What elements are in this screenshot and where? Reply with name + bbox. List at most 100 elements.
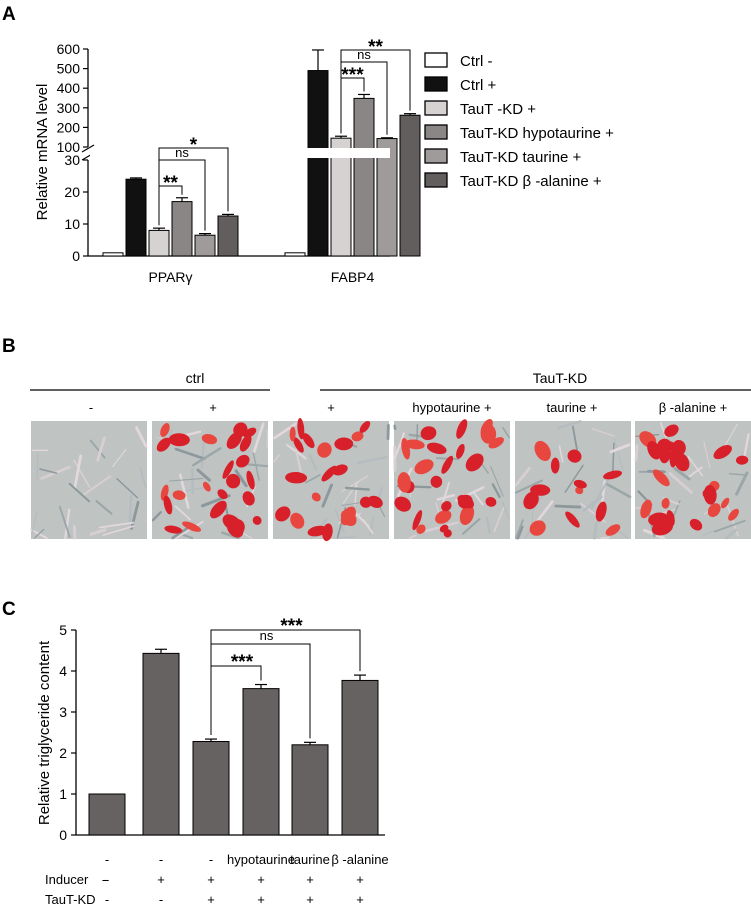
significance-label: ***: [280, 616, 303, 637]
lipid-droplet: [210, 500, 227, 519]
y-tick-label: 0: [59, 827, 67, 843]
cell-streak: [135, 426, 148, 448]
panel-b-letter: B: [2, 336, 16, 357]
cell-streak: [31, 511, 38, 535]
y-tick-label: 30: [64, 152, 80, 168]
cell-streak: [82, 475, 112, 496]
cell-streak: [399, 432, 405, 448]
cell-streak: [102, 525, 135, 536]
panel-c-letter: C: [2, 599, 16, 620]
lipid-droplet: [168, 433, 190, 447]
cell-streak: [234, 469, 248, 488]
lipid-droplet: [441, 455, 454, 474]
cell-streak: [728, 472, 748, 476]
lipid-droplet: [530, 484, 551, 496]
cell-streak: [436, 493, 456, 501]
cell-streak: [557, 420, 582, 429]
cell-streak: [362, 519, 374, 534]
lipid-droplet: [252, 516, 262, 525]
significance-label: **: [163, 173, 178, 194]
significance-label: ns: [357, 47, 371, 62]
y-tick-label: 0: [72, 248, 80, 264]
y-tick-label: 200: [57, 119, 81, 135]
y-tick-label: 4: [59, 663, 67, 679]
lipid-droplet: [201, 433, 218, 445]
legend-swatch: [424, 124, 448, 140]
cell-streak: [558, 445, 564, 463]
lipid-droplet: [275, 506, 291, 522]
lipid-droplet: [367, 495, 383, 508]
y-tick-label: 400: [57, 80, 81, 96]
inducer-value: +: [306, 872, 314, 887]
tautkd-value: -: [159, 892, 163, 907]
cell-streak: [192, 447, 222, 467]
bar: [242, 688, 280, 836]
lipid-droplet: [702, 489, 712, 499]
cell-streak: [490, 466, 504, 497]
tile-background: [31, 421, 147, 539]
bar: [125, 178, 147, 257]
cell-streak: [116, 478, 139, 499]
lipid-droplet: [426, 442, 447, 455]
inducer-value: +: [257, 872, 265, 887]
bar: [353, 97, 375, 257]
treatment-label: hypotaurine: [227, 852, 295, 867]
lipid-droplet: [736, 455, 749, 465]
inducer-value: +: [356, 872, 364, 887]
cell-streak: [713, 519, 746, 533]
lipid-droplet: [217, 489, 228, 500]
lipid-droplet: [430, 475, 443, 488]
legend-swatch: [424, 100, 448, 116]
cell-streak: [174, 520, 204, 540]
treatment-label: taurine: [290, 852, 330, 867]
lipid-droplet: [575, 486, 584, 495]
cell-streak: [39, 468, 58, 474]
lipid-droplet: [485, 496, 497, 507]
lipid-droplet: [534, 440, 551, 461]
panel-c-bars: [88, 648, 379, 836]
micrograph-tile: [29, 421, 148, 540]
lipid-droplet: [456, 419, 468, 439]
cell-streak: [461, 518, 481, 535]
legend-label: TauT-KD taurine +: [460, 149, 582, 166]
cell-streak: [72, 525, 77, 540]
axis-break-band: [90, 148, 390, 158]
lipid-droplet: [661, 497, 670, 509]
lipid-droplet: [647, 440, 662, 460]
cell-streak: [416, 424, 419, 443]
lipid-droplet: [307, 525, 328, 537]
lipid-droplet: [523, 491, 539, 510]
lipid-droplet: [573, 479, 587, 489]
lipid-droplet: [164, 525, 183, 534]
tautkd-group-label: TauT-KD: [533, 370, 587, 386]
cell-streak: [89, 439, 106, 459]
inducer-row-label: Inducer: [45, 872, 89, 887]
cell-streak: [200, 439, 205, 469]
lipid-droplet: [414, 459, 434, 475]
micrograph-tile: [393, 419, 510, 539]
lipid-droplet: [550, 457, 560, 474]
cell-streak: [582, 495, 603, 512]
lipid-droplet: [689, 518, 703, 531]
micrograph-label: taurine +: [547, 400, 598, 415]
cell-streak: [687, 455, 703, 477]
lipid-droplet: [293, 437, 304, 453]
lipid-droplet: [459, 504, 475, 526]
cell-streak: [725, 528, 738, 540]
bar: [102, 252, 124, 257]
lipid-droplet: [290, 512, 305, 529]
cell-streak: [356, 456, 388, 465]
lipid-droplet: [412, 510, 423, 531]
y-tick-label: 10: [64, 216, 80, 232]
cell-streak: [635, 506, 642, 510]
y-axis-label: Relative triglyceride content: [36, 640, 53, 825]
bar: [171, 201, 193, 257]
cell-streak: [34, 528, 45, 539]
lipid-droplet: [340, 509, 357, 527]
ctrl-group-label: ctrl: [186, 370, 205, 386]
axis-break-mark: [81, 144, 95, 153]
significance-bracket: [340, 49, 411, 134]
cell-streak: [673, 467, 691, 481]
